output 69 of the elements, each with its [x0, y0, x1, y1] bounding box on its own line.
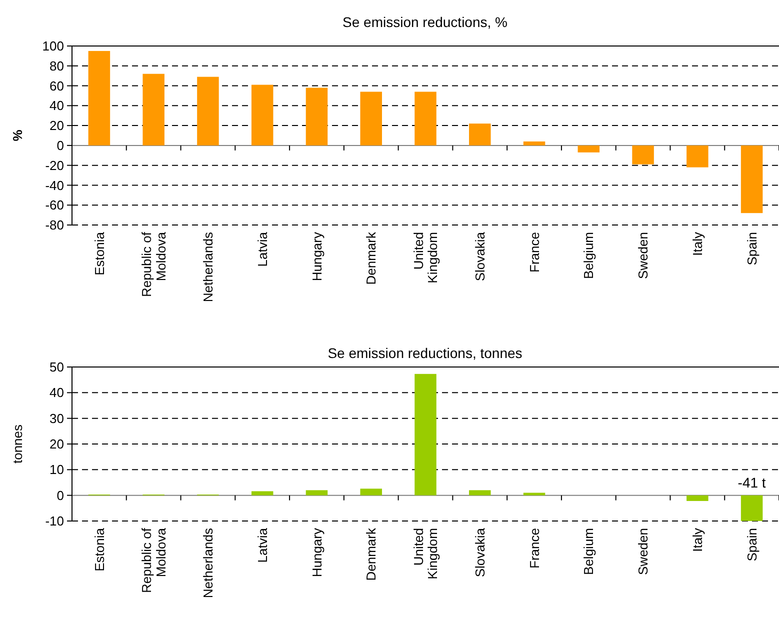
x-tick-label: Belgium	[581, 232, 596, 279]
x-tick-label: Denmark	[364, 528, 379, 581]
bar	[142, 74, 164, 146]
y-tick-label: 0	[56, 138, 64, 153]
y-tick-label: 0	[56, 488, 64, 503]
y-tick-label: 20	[50, 436, 64, 452]
chart-title: Se emission reductions, %	[342, 14, 508, 30]
x-tick-label: Hungary	[309, 528, 324, 578]
y-tick-label: -20	[45, 158, 64, 173]
x-tick-label: Hungary	[309, 232, 324, 282]
bar	[414, 374, 436, 496]
x-tick-label: Italy	[690, 528, 705, 552]
y-tick-label: -40	[45, 178, 64, 193]
y-tick-label: 20	[50, 118, 64, 134]
bar	[523, 492, 546, 496]
y-tick-label: 100	[42, 38, 64, 54]
x-tick-label: Latvia	[254, 231, 270, 267]
y-tick-label: 50	[50, 360, 64, 375]
y-axis-title: %	[10, 129, 25, 142]
y-tick-label: 10	[50, 462, 64, 478]
y-tick-label: 60	[50, 78, 64, 94]
y-tick-label: 40	[50, 98, 64, 114]
x-tick-label: United Kingdom	[410, 528, 440, 580]
bar	[469, 124, 491, 146]
x-tick-label: United Kingdom	[410, 232, 440, 284]
x-tick-label: Estonia	[92, 231, 107, 276]
bar	[740, 495, 763, 521]
bar	[360, 92, 382, 146]
x-tick-label: Netherlands	[200, 232, 216, 302]
x-tick-label: France	[526, 232, 542, 272]
bar	[88, 50, 110, 146]
x-tick-label: Republic of Moldova	[138, 527, 168, 594]
bar	[686, 145, 708, 168]
bar	[306, 88, 328, 146]
bar	[197, 76, 219, 146]
x-tick-label: Slovakia	[472, 231, 488, 282]
annotation: -41 t	[738, 474, 766, 490]
bar	[306, 490, 328, 496]
y-tick-label: -80	[45, 218, 64, 233]
x-tick-label: Denmark	[364, 232, 379, 285]
bar	[686, 495, 708, 501]
x-tick-label: Latvia	[254, 527, 270, 563]
x-tick-label: Sweden	[636, 528, 651, 575]
y-tick-label: 80	[50, 58, 64, 74]
x-tick-label: Belgium	[581, 528, 596, 575]
chart-title: Se emission reductions, tonnes	[328, 345, 522, 361]
bar	[632, 145, 654, 164]
bar	[414, 92, 436, 146]
x-tick-label: Italy	[690, 232, 705, 256]
x-tick-label: Netherlands	[200, 528, 216, 598]
x-tick-label: Spain	[744, 232, 760, 266]
bar	[578, 145, 600, 152]
bar	[360, 488, 382, 496]
y-tick-label: 30	[50, 410, 64, 426]
x-tick-label: Slovakia	[472, 527, 488, 578]
x-tick-label: Sweden	[636, 232, 651, 279]
y-tick-label: -60	[45, 198, 64, 213]
bar	[523, 141, 546, 146]
y-tick-label: 40	[50, 385, 64, 400]
x-tick-label: Estonia	[92, 527, 107, 572]
bar	[251, 491, 274, 496]
bar	[251, 84, 274, 146]
x-tick-label: Republic of Moldova	[138, 231, 168, 298]
x-tick-label: France	[526, 528, 542, 568]
y-tick-label: -10	[45, 514, 64, 529]
x-tick-label: Spain	[744, 528, 760, 562]
bar	[740, 145, 763, 214]
y-axis-title: tonnes	[10, 424, 25, 464]
bar	[469, 490, 491, 496]
